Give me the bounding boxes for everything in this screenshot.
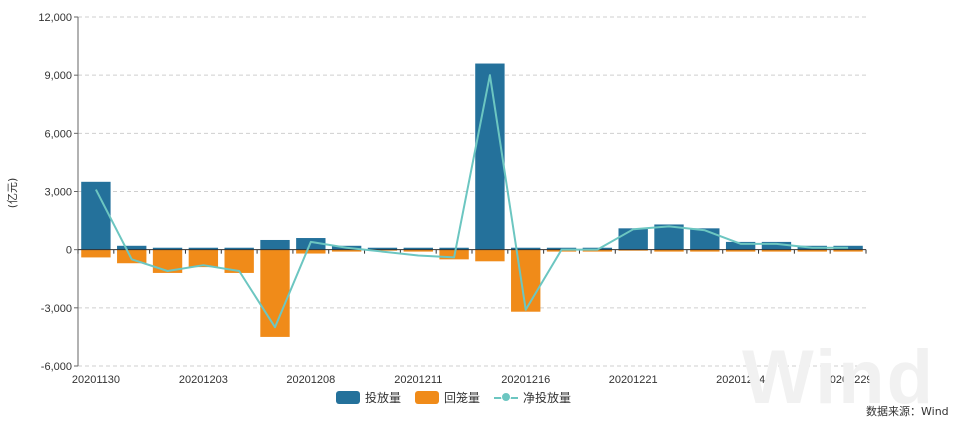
y-tick-label: 12,000 bbox=[38, 12, 72, 24]
bar-withdraw bbox=[331, 249, 362, 252]
bar-supply bbox=[511, 247, 541, 250]
bar-supply bbox=[833, 245, 863, 250]
bar-withdraw bbox=[475, 249, 505, 262]
bar-withdraw bbox=[117, 249, 147, 264]
bar-withdraw bbox=[403, 249, 433, 252]
legend-label-supply: 投放量 bbox=[365, 391, 402, 405]
bar-supply bbox=[224, 247, 254, 250]
bar-withdraw bbox=[690, 249, 720, 252]
bar-supply bbox=[654, 224, 684, 250]
x-tick-label: 20201208 bbox=[286, 374, 335, 386]
net-line bbox=[95, 74, 849, 329]
bar-withdraw bbox=[260, 249, 290, 337]
legend-item-withdraw[interactable]: 回笼量 bbox=[415, 389, 480, 406]
bar-supply bbox=[439, 247, 469, 250]
y-tick-label: 3,000 bbox=[44, 187, 72, 199]
bar-supply bbox=[260, 239, 290, 250]
legend-swatch-net bbox=[494, 391, 519, 404]
bar-withdraw bbox=[296, 249, 326, 254]
legend: 投放量 回笼量 净投放量 bbox=[336, 389, 585, 406]
bar-supply bbox=[188, 247, 219, 250]
y-tick-label: 9,000 bbox=[44, 70, 72, 82]
bar-supply bbox=[618, 228, 648, 250]
x-tick-label: 20201221 bbox=[609, 374, 658, 386]
y-tick-label: 6,000 bbox=[44, 128, 72, 140]
source-note: 数据来源：Wind bbox=[866, 405, 949, 418]
bar-supply bbox=[117, 245, 147, 250]
bar-supply bbox=[152, 247, 183, 250]
bar-supply bbox=[367, 247, 398, 250]
bar-withdraw bbox=[224, 249, 254, 273]
bar-withdraw bbox=[833, 249, 863, 252]
legend-swatch-supply bbox=[336, 391, 360, 404]
y-tick-label: 0 bbox=[66, 245, 72, 257]
axes bbox=[74, 16, 867, 367]
bar-withdraw bbox=[654, 249, 684, 252]
x-tick-label: 20201130 bbox=[72, 374, 120, 386]
legend-item-net[interactable]: 净投放量 bbox=[494, 389, 571, 406]
bar-supply bbox=[761, 241, 792, 250]
bar-supply bbox=[81, 181, 111, 250]
gridlines bbox=[78, 16, 866, 367]
legend-label-withdraw: 回笼量 bbox=[444, 391, 481, 405]
bar-withdraw bbox=[725, 249, 756, 252]
bar-withdraw bbox=[761, 249, 792, 252]
tick-labels: -6,000 -3,000 0 3,000 6,000 9,000 12,000 202011… bbox=[38, 12, 872, 386]
y-tick-label: -6,000 bbox=[41, 361, 72, 373]
legend-label-net: 净投放量 bbox=[523, 391, 572, 405]
x-tick-label: 20201211 bbox=[394, 374, 442, 386]
bar-withdraw bbox=[188, 249, 219, 268]
y-tick-label: -3,000 bbox=[41, 303, 72, 315]
legend-item-supply[interactable]: 投放量 bbox=[336, 389, 401, 406]
bar-withdraw bbox=[152, 249, 183, 273]
bar-withdraw bbox=[511, 249, 541, 312]
bar-withdraw bbox=[797, 249, 827, 252]
watermark: Wind bbox=[742, 335, 936, 420]
bar-supply bbox=[690, 228, 720, 250]
bar-supply bbox=[475, 63, 505, 250]
x-tick-label: 20201224 bbox=[716, 374, 765, 386]
legend-swatch-withdraw bbox=[415, 391, 440, 404]
net-series-line bbox=[95, 74, 849, 329]
bars bbox=[81, 63, 863, 337]
bar-supply bbox=[725, 241, 756, 250]
y-axis-label: (亿元) bbox=[6, 178, 19, 209]
x-tick-label: 20201203 bbox=[179, 374, 228, 386]
bar-withdraw bbox=[81, 249, 111, 258]
bar-supply bbox=[403, 247, 433, 250]
x-tick-label: 20201229 bbox=[824, 374, 873, 386]
x-tick-label: 20201216 bbox=[501, 374, 550, 386]
